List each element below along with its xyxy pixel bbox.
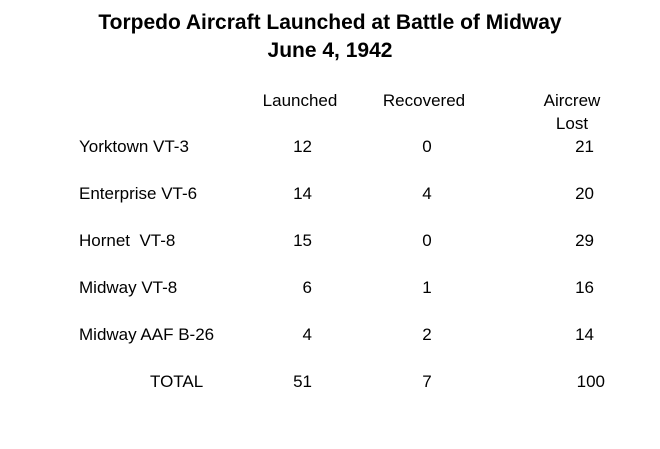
row-aircrew-lost: 29 <box>575 231 594 250</box>
row-launched: 12 <box>293 137 312 156</box>
row-launched: 14 <box>293 184 312 203</box>
table-row: Enterprise VT-6 14 4 20 <box>0 182 660 206</box>
row-launched: 4 <box>302 325 312 344</box>
row-name: Yorktown VT-3 <box>79 137 189 156</box>
row-aircrew-lost: 16 <box>575 278 594 297</box>
row-aircrew-lost: 21 <box>575 137 594 156</box>
row-name: Midway AAF B-26 <box>79 325 215 344</box>
row-launched: 6 <box>302 278 312 297</box>
total-recovered: 7 <box>422 372 432 391</box>
row-recovered: 1 <box>422 278 432 297</box>
table-row: Yorktown VT-3 12 0 21 <box>0 135 660 159</box>
total-launched: 51 <box>293 372 312 391</box>
page-title: Torpedo Aircraft Launched at Battle of M… <box>98 11 562 34</box>
table-row: Midway AAF B-26 4 2 14 <box>0 323 660 347</box>
total-aircrew-lost: 100 <box>576 372 605 391</box>
table-row-total: TOTAL 51 7 100 <box>0 370 660 394</box>
row-aircrew-lost: 14 <box>575 325 594 344</box>
page-subtitle-date: June 4, 1942 <box>267 39 393 62</box>
row-recovered: 0 <box>422 137 432 156</box>
column-header-aircrew-line1: Aircrew <box>543 91 601 110</box>
table-row: Hornet VT-8 15 0 29 <box>0 229 660 253</box>
column-header-launched: Launched <box>262 91 338 110</box>
row-launched: 15 <box>293 231 312 250</box>
column-header-aircrew-line2: Lost <box>555 114 589 133</box>
row-name: Hornet VT-8 <box>79 231 176 250</box>
row-name: Midway VT-8 <box>79 278 178 297</box>
table-row: Midway VT-8 6 1 16 <box>0 276 660 300</box>
total-label: TOTAL <box>150 372 204 391</box>
row-recovered: 0 <box>422 231 432 250</box>
column-header-aircrew-lost: Aircrew Lost <box>520 89 624 135</box>
row-aircrew-lost: 20 <box>575 184 594 203</box>
column-header-recovered: Recovered <box>382 91 466 110</box>
row-recovered: 4 <box>422 184 432 203</box>
row-name: Enterprise VT-6 <box>79 184 198 203</box>
row-recovered: 2 <box>422 325 432 344</box>
